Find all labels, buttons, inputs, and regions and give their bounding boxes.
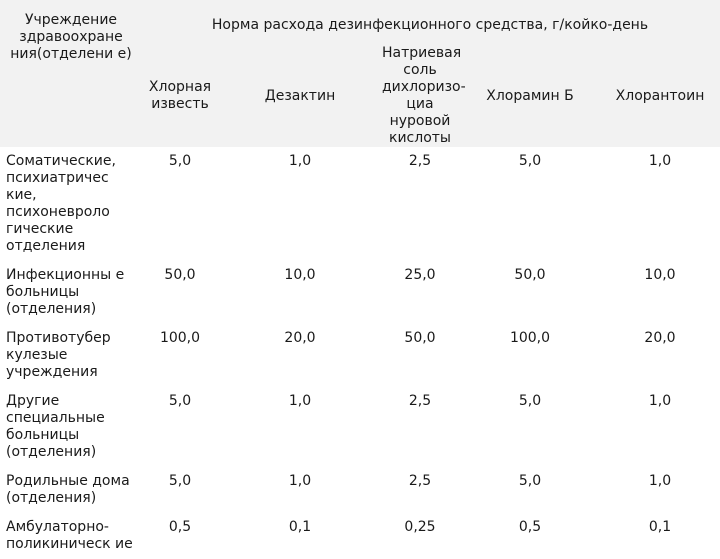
table-row: Другие специальные больницы (отделения) … xyxy=(0,387,720,467)
table-cell: 50,0 xyxy=(140,261,220,324)
table-row: Противотубер кулезые учреждения 100,0 20… xyxy=(0,324,720,387)
table-cell: 5,0 xyxy=(140,467,220,513)
table-cell: 5,0 xyxy=(140,387,220,467)
table-cell: 0,5 xyxy=(460,513,600,559)
column-header: Натриевая соль дихлоризо-циа нуровой кис… xyxy=(380,45,466,147)
table-cell: 5,0 xyxy=(460,147,600,261)
table-cell: 100,0 xyxy=(460,324,600,387)
table-cell: 5,0 xyxy=(140,147,220,261)
table-cell: 1,0 xyxy=(220,147,380,261)
table-cell: 1,0 xyxy=(220,387,380,467)
row-label: Родильные дома (отделения) xyxy=(0,467,140,513)
table-cell: 100,0 xyxy=(140,324,220,387)
institution-header: Учреждение здравоохране ния(отделени е) xyxy=(0,0,140,147)
table-cell: 1,0 xyxy=(600,147,720,261)
table-row: Инфекционны е больницы (отделения) 50,0 … xyxy=(0,261,720,324)
header-row-top: Учреждение здравоохране ния(отделени е) … xyxy=(0,0,720,147)
table-cell: 2,5 xyxy=(380,147,460,261)
column-header: Хлорантоин xyxy=(600,45,720,147)
column-header: Хлорамин Б xyxy=(460,45,600,147)
table-cell: 50,0 xyxy=(460,261,600,324)
table-cell: 1,0 xyxy=(220,467,380,513)
table-row: Соматические, психиатричес кие, психонев… xyxy=(0,147,720,261)
table-cell: 5,0 xyxy=(460,387,600,467)
table-cell: 10,0 xyxy=(220,261,380,324)
norm-title-header: Норма расхода дезинфекционного средства,… xyxy=(140,0,720,45)
table-cell: 0,1 xyxy=(220,513,380,559)
column-header: Хлорная известь xyxy=(140,45,220,147)
table-cell: 50,0 xyxy=(380,324,460,387)
table-cell: 1,0 xyxy=(600,467,720,513)
table-cell: 1,0 xyxy=(600,387,720,467)
row-label: Амбулаторно-поликиническ ие xyxy=(0,513,140,559)
table-cell: 25,0 xyxy=(380,261,460,324)
table-cell: 2,5 xyxy=(380,467,460,513)
table-cell: 0,1 xyxy=(600,513,720,559)
header-row-sub: Хлорная известь Дезактин Натриевая соль … xyxy=(0,45,720,147)
column-header: Дезактин xyxy=(220,45,380,147)
table-row: Родильные дома (отделения) 5,0 1,0 2,5 5… xyxy=(0,467,720,513)
table-cell: 20,0 xyxy=(600,324,720,387)
table-cell: 20,0 xyxy=(220,324,380,387)
table-cell: 0,25 xyxy=(380,513,460,559)
table-cell: 5,0 xyxy=(460,467,600,513)
table-cell: 2,5 xyxy=(380,387,460,467)
row-label: Другие специальные больницы (отделения) xyxy=(0,387,140,467)
row-label: Противотубер кулезые учреждения xyxy=(0,324,140,387)
row-label: Соматические, психиатричес кие, психонев… xyxy=(0,147,140,261)
table-cell: 0,5 xyxy=(140,513,220,559)
row-label: Инфекционны е больницы (отделения) xyxy=(0,261,140,324)
table-cell: 10,0 xyxy=(600,261,720,324)
table-row: Амбулаторно-поликиническ ие 0,5 0,1 0,25… xyxy=(0,513,720,559)
